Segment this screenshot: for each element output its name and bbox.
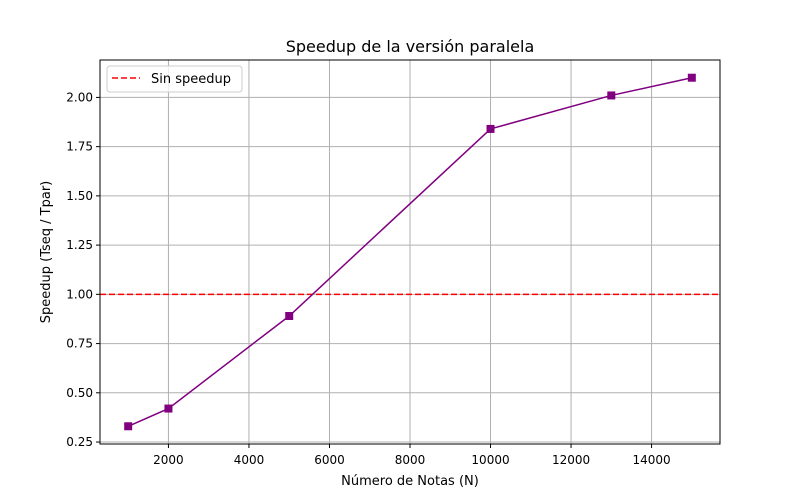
x-tick-label: 8000 <box>395 453 426 467</box>
y-tick-label: 0.25 <box>66 435 93 449</box>
chart-title: Speedup de la versión paralela <box>286 37 535 56</box>
legend: Sin speedup <box>106 65 243 93</box>
y-tick-label: 0.50 <box>66 386 93 400</box>
y-tick-label: 1.75 <box>66 140 93 154</box>
y-tick-label: 1.50 <box>66 189 93 203</box>
x-tick-label: 10000 <box>471 453 509 467</box>
y-tick-label: 0.75 <box>66 337 93 351</box>
data-point-marker <box>285 312 294 320</box>
data-point-marker <box>607 91 616 100</box>
x-tick-label: 2000 <box>153 453 184 467</box>
data-point-marker <box>486 124 495 133</box>
x-tick-label: 6000 <box>314 453 345 467</box>
series-line <box>127 76 692 427</box>
x-tick-label: 14000 <box>632 453 670 467</box>
legend-label-sin-speedup: Sin speedup <box>151 72 231 87</box>
x-tick-label: 12000 <box>552 453 590 467</box>
x-axis-label: Número de Notas (N) <box>341 474 479 489</box>
data-point-marker <box>124 422 133 431</box>
series-layer <box>124 73 696 431</box>
x-tick-label: 4000 <box>234 453 265 467</box>
y-tick-label: 2.00 <box>66 90 93 104</box>
y-tick-label: 1.00 <box>66 287 93 301</box>
y-axis-label: Speedup (Tseq / Tpar) <box>39 181 54 323</box>
tick-layer: 2000 4000 6000 8000 10000 12000 14000 0.25 0.50 0… <box>66 90 670 467</box>
legend-box <box>106 65 243 93</box>
data-point-marker <box>687 73 696 82</box>
y-tick-label: 1.25 <box>66 238 93 252</box>
data-point-marker <box>164 404 173 413</box>
